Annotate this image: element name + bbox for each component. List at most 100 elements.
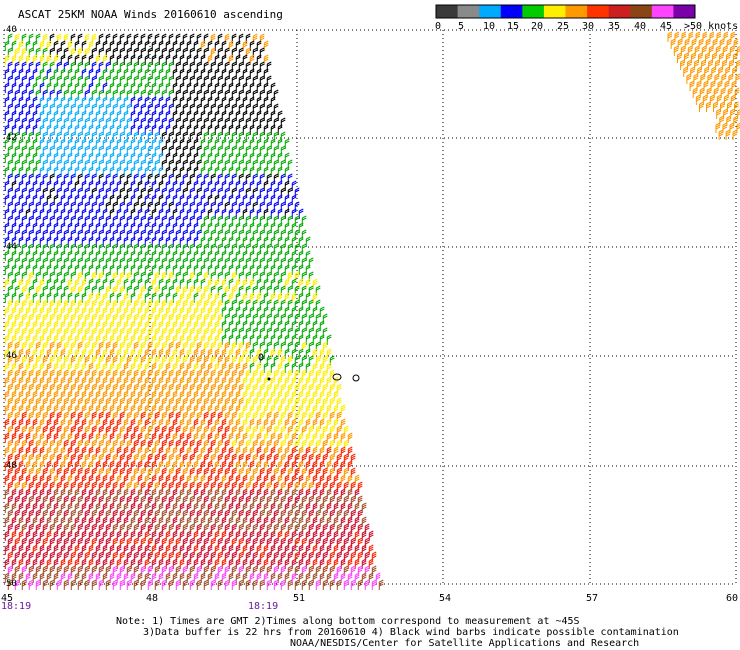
- wind-barb: [260, 286, 264, 296]
- wind-barb: [85, 174, 89, 184]
- wind-barb: [29, 258, 33, 268]
- wind-barb: [211, 482, 215, 492]
- wind-barb: [302, 314, 306, 324]
- wind-barb: [29, 426, 33, 436]
- wind-barb: [169, 174, 173, 184]
- wind-barb: [148, 524, 152, 534]
- wind-barb: [190, 174, 194, 184]
- wind-barb: [253, 48, 257, 58]
- wind-barb: [204, 580, 208, 590]
- wind-barb: [253, 566, 257, 576]
- wind-barb: [50, 384, 54, 394]
- wind-barb: [148, 216, 152, 226]
- colorbar-segment: [609, 5, 631, 18]
- wind-barb: [106, 552, 110, 562]
- wind-barb: [36, 34, 40, 44]
- wind-barb: [239, 132, 243, 142]
- wind-barb: [85, 244, 89, 254]
- wind-barb: [337, 426, 341, 436]
- wind-barb: [274, 230, 278, 240]
- wind-barb: [197, 202, 201, 212]
- colorbar-label: 40: [634, 21, 646, 32]
- wind-barb: [50, 118, 54, 128]
- wind-barb: [253, 174, 257, 184]
- wind-barb: [71, 314, 75, 324]
- wind-barb: [197, 370, 201, 380]
- wind-barb: [148, 440, 152, 450]
- wind-barb: [190, 398, 194, 408]
- wind-barb: [57, 342, 61, 352]
- wind-barb: [281, 552, 285, 562]
- wind-barb: [169, 272, 173, 282]
- wind-barb: [141, 34, 145, 44]
- wind-barb: [141, 76, 145, 86]
- wind-barb: [239, 48, 243, 58]
- wind-barb: [36, 286, 40, 296]
- wind-barb: [190, 62, 194, 72]
- wind-barb: [204, 132, 208, 142]
- wind-barb: [330, 580, 334, 590]
- wind-barb: [232, 188, 236, 198]
- wind-barb: [190, 188, 194, 198]
- wind-barb: [85, 524, 89, 534]
- wind-barb: [183, 440, 187, 450]
- wind-barb: [260, 202, 264, 212]
- wind-barb: [218, 398, 222, 408]
- wind-barb: [176, 34, 180, 44]
- wind-barb: [57, 454, 61, 464]
- wind-barb: [190, 566, 194, 576]
- wind-barb: [183, 510, 187, 520]
- wind-barb: [183, 356, 187, 366]
- wind-barb: [204, 552, 208, 562]
- colorbar-label: 45: [660, 21, 672, 32]
- wind-barb: [295, 216, 299, 226]
- wind-barb: [15, 146, 19, 156]
- wind-barb: [218, 440, 222, 450]
- wind-barb: [288, 398, 292, 408]
- wind-barb: [43, 412, 47, 422]
- wind-barb: [155, 216, 159, 226]
- wind-barb: [197, 524, 201, 534]
- wind-barb: [106, 342, 110, 352]
- colorbar-segment: [522, 5, 544, 18]
- wind-barb: [127, 440, 131, 450]
- wind-barb: [22, 314, 26, 324]
- wind-barb: [43, 146, 47, 156]
- wind-barb: [225, 174, 229, 184]
- wind-barb: [43, 468, 47, 478]
- wind-barb: [267, 118, 271, 128]
- wind-barb: [225, 468, 229, 478]
- wind-barb: [8, 300, 12, 310]
- wind-barb: [127, 104, 131, 114]
- wind-barb: [337, 552, 341, 562]
- wind-barb: [274, 468, 278, 478]
- wind-barb: [64, 496, 68, 506]
- wind-barb: [197, 342, 201, 352]
- wind-barb: [316, 412, 320, 422]
- wind-barb: [176, 118, 180, 128]
- wind-barb: [22, 468, 26, 478]
- wind-barb: [232, 412, 236, 422]
- wind-barb: [162, 552, 166, 562]
- wind-barb: [211, 118, 215, 128]
- wind-barb: [260, 76, 264, 86]
- wind-barb: [15, 34, 19, 44]
- wind-barb: [85, 216, 89, 226]
- wind-barb: [316, 496, 320, 506]
- wind-barb: [197, 132, 201, 142]
- wind-barb: [22, 440, 26, 450]
- wind-barb: [253, 342, 257, 352]
- wind-barb: [15, 440, 19, 450]
- wind-barb: [155, 76, 159, 86]
- wind-barb: [337, 510, 341, 520]
- wind-barb: [197, 104, 201, 114]
- wind-barb: [281, 230, 285, 240]
- wind-barb: [71, 272, 75, 282]
- wind-barb: [43, 188, 47, 198]
- wind-barb: [43, 384, 47, 394]
- wind-barb: [197, 244, 201, 254]
- wind-barb: [50, 426, 54, 436]
- wind-barb: [197, 328, 201, 338]
- wind-barb: [64, 328, 68, 338]
- wind-barb: [225, 328, 229, 338]
